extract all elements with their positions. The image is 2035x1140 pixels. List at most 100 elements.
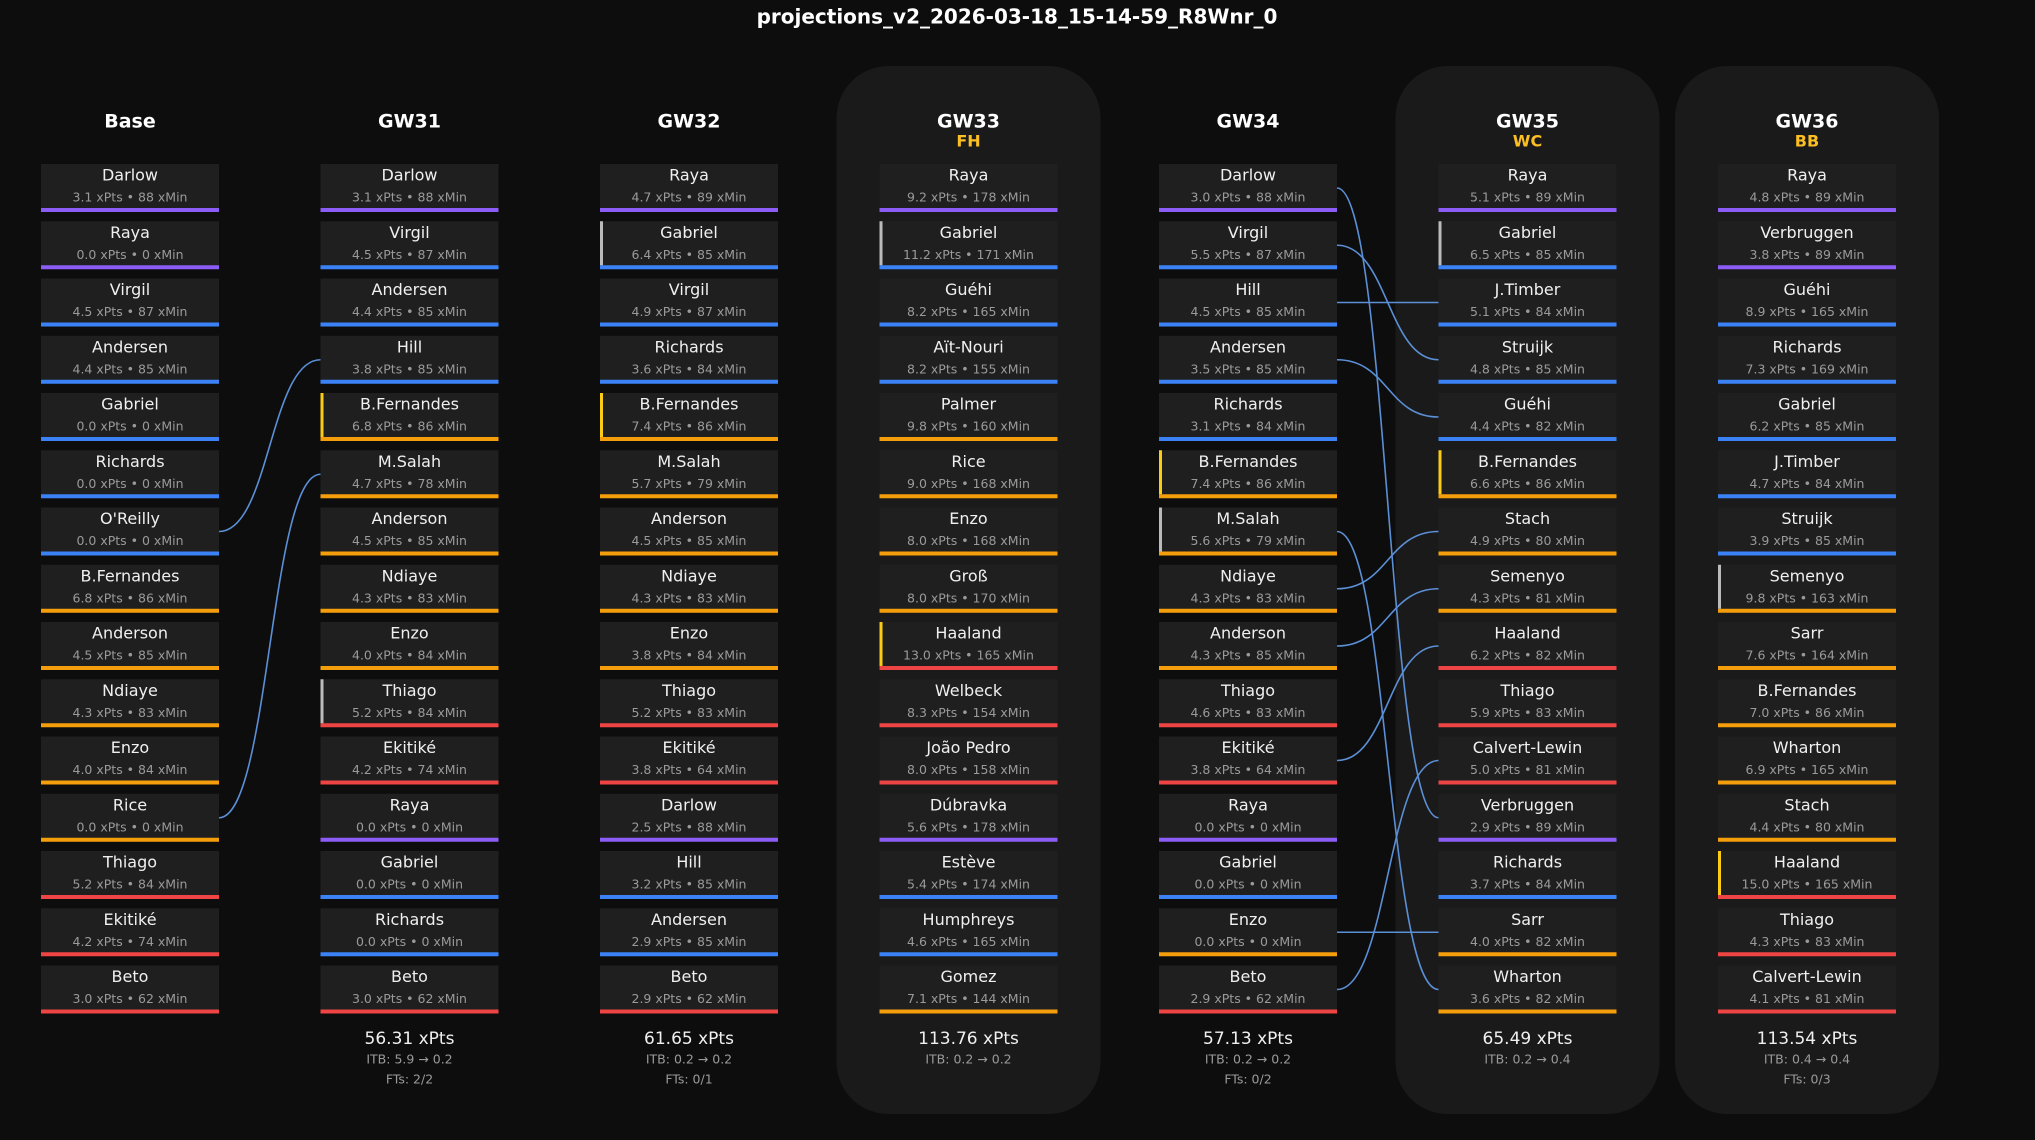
player-card: Enzo 8.0 xPts • 168 xMin — [879, 507, 1058, 556]
player-card: J.Timber 4.7 xPts • 84 xMin — [1718, 450, 1896, 499]
player-card: M.Salah 4.7 xPts • 78 xMin — [320, 450, 499, 499]
card-body — [41, 908, 219, 957]
position-bar — [600, 551, 778, 556]
player-stats: 4.5 xPts • 87 xMin — [73, 304, 188, 319]
player-card: Semenyo 4.3 xPts • 81 xMin — [1438, 564, 1617, 613]
player-name: Beto — [1230, 967, 1267, 986]
player-name: B.Fernandes — [1199, 452, 1298, 471]
position-bar — [879, 952, 1058, 957]
card-body — [320, 450, 499, 499]
player-stats: 4.2 xPts • 74 xMin — [352, 762, 467, 777]
position-bar — [1159, 666, 1337, 670]
position-bar — [320, 895, 499, 899]
position-bar — [320, 837, 499, 842]
player-name: M.Salah — [657, 452, 720, 471]
total-xpts: 56.31 xPts — [365, 1029, 455, 1049]
card-body — [1718, 221, 1896, 270]
position-bar — [41, 551, 219, 556]
player-stats: 4.5 xPts • 85 xMin — [632, 533, 747, 548]
position-bar — [1718, 437, 1896, 441]
position-bar — [1438, 723, 1617, 728]
player-card: Struijk 4.8 xPts • 85 xMin — [1438, 335, 1617, 384]
player-card: Ekitiké 4.2 xPts • 74 xMin — [320, 736, 499, 785]
player-card: Guéhi 8.9 xPts • 165 xMin — [1718, 278, 1896, 327]
player-name: Thiago — [381, 681, 436, 700]
player-stats: 4.5 xPts • 85 xMin — [1191, 304, 1306, 319]
card-body — [320, 507, 499, 556]
player-stats: 0.0 xPts • 0 xMin — [1194, 877, 1301, 892]
player-card: Richards 3.7 xPts • 84 xMin — [1438, 851, 1617, 899]
player-name: Anderson — [651, 509, 727, 528]
armband-marker — [879, 221, 883, 266]
player-stats: 4.3 xPts • 81 xMin — [1470, 590, 1585, 605]
player-name: Andersen — [92, 337, 168, 356]
card-body — [1159, 851, 1337, 899]
player-name: Andersen — [1210, 337, 1286, 356]
free-transfers: FTs: 2/2 — [386, 1071, 433, 1086]
position-bar — [41, 895, 219, 899]
player-name: Palmer — [941, 395, 997, 414]
position-bar — [1718, 208, 1896, 212]
player-name: J.Timber — [1494, 280, 1561, 299]
player-card: Darlow 3.0 xPts • 88 xMin — [1159, 164, 1337, 212]
card-body — [1438, 736, 1617, 785]
player-card: Anderson 4.5 xPts • 85 xMin — [320, 507, 499, 556]
card-body — [41, 221, 219, 270]
card-body — [600, 908, 778, 957]
player-stats: 4.0 xPts • 84 xMin — [73, 762, 188, 777]
position-bar — [600, 952, 778, 957]
card-body — [600, 793, 778, 842]
player-name: Gabriel — [381, 853, 439, 872]
position-bar — [600, 723, 778, 728]
position-bar — [41, 952, 219, 957]
player-card: B.Fernandes 7.4 xPts • 86 xMin — [600, 393, 778, 441]
card-body — [320, 679, 499, 728]
position-bar — [320, 322, 499, 327]
player-stats: 0.0 xPts • 0 xMin — [76, 533, 183, 548]
card-body — [879, 450, 1058, 499]
player-card: Ekitiké 3.8 xPts • 64 xMin — [1159, 736, 1337, 785]
player-card: Struijk 3.9 xPts • 85 xMin — [1718, 507, 1896, 556]
card-body — [879, 851, 1058, 899]
player-stats: 13.0 xPts • 165 xMin — [903, 648, 1034, 663]
card-body — [600, 164, 778, 212]
position-bar — [41, 666, 219, 670]
position-bar — [879, 551, 1058, 556]
position-bar — [1718, 322, 1896, 327]
itb: ITB: 0.2 → 0.4 — [1484, 1051, 1570, 1066]
player-card: Darlow 2.5 xPts • 88 xMin — [600, 793, 778, 842]
itb: ITB: 0.2 → 0.2 — [1205, 1051, 1291, 1066]
column-header: GW35 — [1496, 111, 1559, 133]
player-card: Andersen 4.4 xPts • 85 xMin — [41, 335, 219, 384]
total-xpts: 65.49 xPts — [1483, 1029, 1573, 1049]
player-name: Guéhi — [1784, 280, 1831, 299]
transfer-links — [218, 187, 1439, 991]
player-name: Verbruggen — [1481, 795, 1574, 814]
total-xpts: 113.76 xPts — [918, 1029, 1019, 1049]
player-name: B.Fernandes — [640, 395, 739, 414]
player-name: Richards — [654, 337, 723, 356]
player-card: Wharton 3.6 xPts • 82 xMin — [1438, 965, 1617, 1014]
player-card: B.Fernandes 6.8 xPts • 86 xMin — [320, 393, 499, 441]
card-body — [41, 965, 219, 1014]
player-name: Richards — [95, 452, 164, 471]
player-name: Enzo — [670, 624, 708, 643]
player-name: Haaland — [935, 624, 1001, 643]
position-bar — [1159, 379, 1337, 384]
player-card: Gabriel 6.2 xPts • 85 xMin — [1718, 393, 1896, 441]
card-body — [1438, 622, 1617, 670]
player-name: Enzo — [949, 509, 987, 528]
card-body — [600, 851, 778, 899]
player-stats: 8.3 xPts • 154 xMin — [907, 705, 1030, 720]
player-stats: 0.0 xPts • 0 xMin — [76, 247, 183, 262]
position-bar — [879, 322, 1058, 327]
card-body — [320, 335, 499, 384]
card-body — [41, 278, 219, 327]
position-bar — [41, 608, 219, 613]
card-body — [600, 679, 778, 728]
player-card: Richards 0.0 xPts • 0 xMin — [320, 908, 499, 957]
total-xpts: 61.65 xPts — [644, 1029, 734, 1049]
player-card: Ekitiké 4.2 xPts • 74 xMin — [41, 908, 219, 957]
position-bar — [320, 1009, 499, 1014]
player-name: Richards — [1772, 337, 1841, 356]
